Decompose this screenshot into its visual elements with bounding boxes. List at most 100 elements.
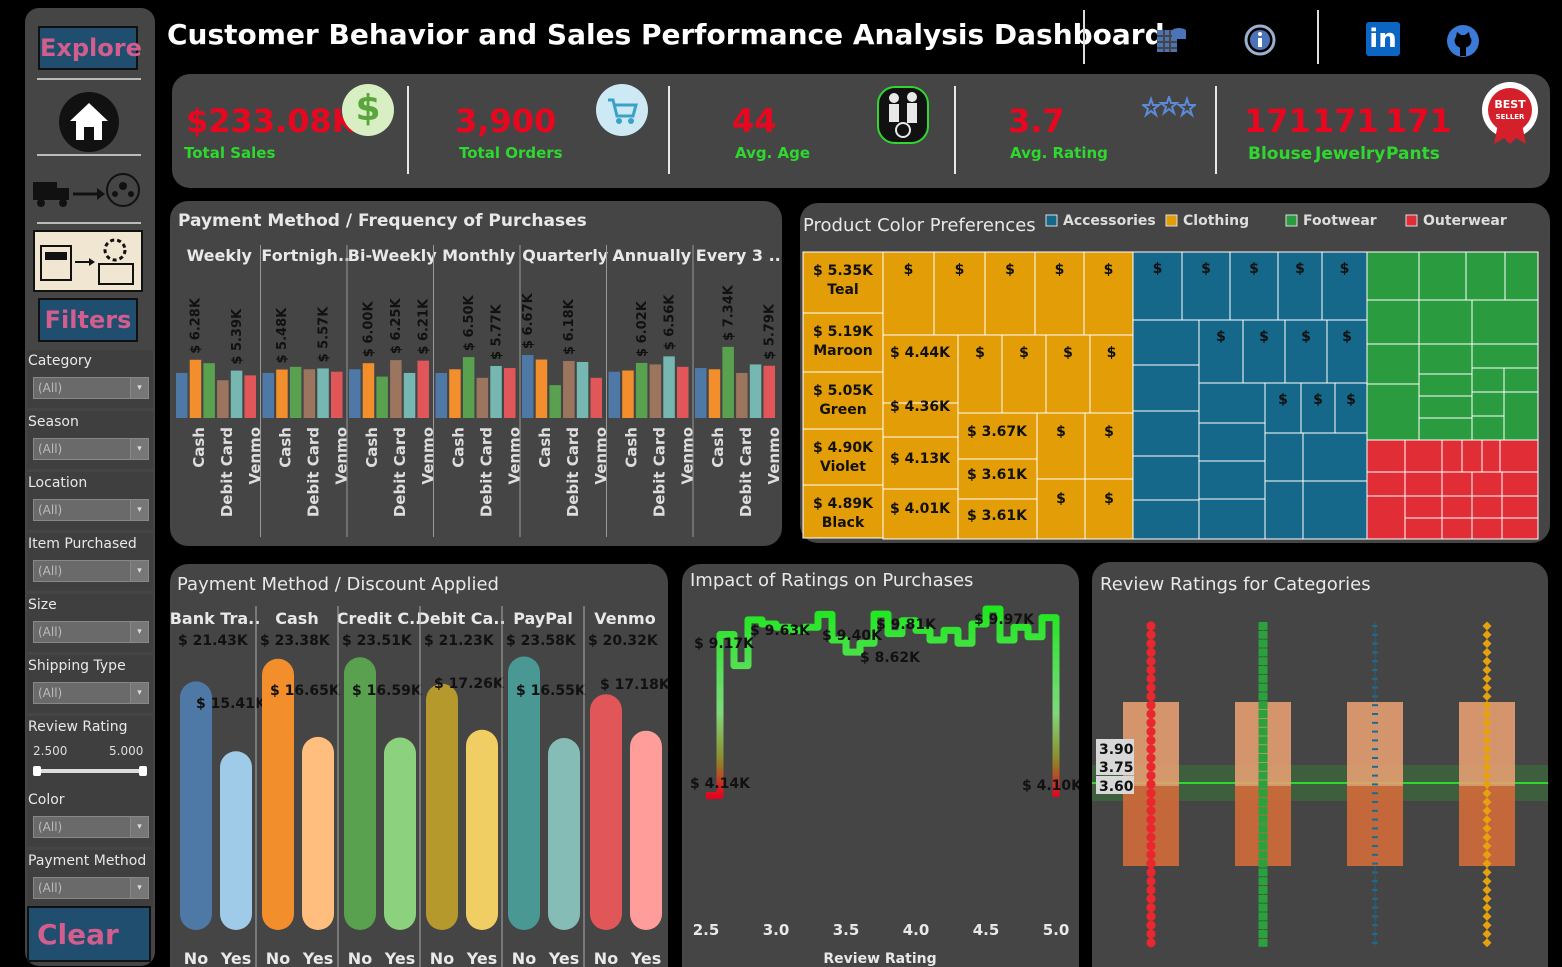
rating-dot [1482,700,1492,710]
rating-dot [1482,911,1492,921]
best-seller-value: 171 [1244,102,1311,140]
rating-dot [1258,622,1268,630]
frequency-bar [303,369,316,418]
rating-dot [1482,929,1492,939]
line-value-label: $ 9.97K [974,612,1035,628]
treemap-cell [1366,299,1420,345]
frequency-bar [622,370,634,418]
chevron-down-icon[interactable]: ▾ [130,878,148,898]
x-tick-label: 5.0 [1043,921,1070,939]
chevron-down-icon[interactable]: ▾ [130,561,148,581]
filters-button[interactable]: Filters [38,298,138,342]
home-icon[interactable] [59,92,119,152]
kpi-value: 3,900 [455,102,557,140]
rating-slider-min-handle[interactable] [33,766,41,776]
delivery-to-customer-icon[interactable] [31,166,149,216]
rating-dot [1482,753,1492,763]
treemap-label: $ [1056,424,1066,440]
treemap-label: Black [822,515,865,531]
treemap-cell [802,371,884,430]
best-seller-label: Blouse [1248,144,1313,164]
chevron-down-icon[interactable]: ▾ [130,622,148,642]
color-treemap: Accessories Clothing Footwear Outerwear $ 5.… [802,213,1539,540]
treemap-cell [1045,334,1091,414]
chevron-down-icon[interactable]: ▾ [130,817,148,837]
frequency-bar [549,385,561,418]
chevron-down-icon[interactable]: ▾ [130,500,148,520]
discount-chart: Bank Tra.. $ 21.43K $ 15.41K No Yes Cash $ 23.… [170,606,668,967]
rating-dot [1482,656,1492,666]
location-filter[interactable]: (All) ▾ [33,499,149,521]
rating-dot [1258,666,1268,674]
order-processing-icon[interactable] [33,230,143,292]
rating-dot [1146,665,1156,675]
rating-dot [1482,806,1492,816]
payment-method-label: Venmo [592,427,610,485]
rating-slider-track[interactable] [35,769,145,773]
kpi-label: Total Orders [459,144,563,162]
filter-panel [27,716,153,790]
rating-dot [1258,736,1268,745]
frequency-bar [435,372,447,418]
rating-dot [1258,859,1268,868]
box-lower [1347,786,1403,866]
rating-dot [1482,735,1492,745]
chevron-down-icon[interactable]: ▾ [130,439,148,459]
item-purchased-filter[interactable]: (All) ▾ [33,560,149,582]
season-filter[interactable]: (All) ▾ [33,438,149,460]
treemap-label: $ 4.89K [813,496,874,512]
size-filter[interactable]: (All) ▾ [33,621,149,643]
frequency-bar [576,361,589,418]
best-seller-badge-bottom: SELLER [1496,113,1526,121]
rating-slider-max-handle[interactable] [139,766,147,776]
linkedin-icon[interactable]: in [1366,22,1400,56]
frequency-bar [176,372,188,418]
rating-dot [1258,639,1268,648]
treemap-cell [1089,334,1134,414]
treemap-cell [882,436,959,490]
treemap-cell [984,251,1036,336]
rating-dot [1258,868,1268,877]
discount-bar-no [344,657,376,930]
payment-method-label: Venmo [419,427,437,485]
discount-bar-no [590,694,622,930]
discount-x-label: No [184,949,208,967]
treemap-cell [1404,495,1443,519]
rating-dot [1482,639,1492,649]
treemap-label: $ [1295,261,1305,277]
rating-dot [1482,665,1492,675]
treemap-cell [882,334,959,404]
rating-dot [1146,779,1156,789]
treemap-cell [1198,382,1266,424]
github-icon[interactable] [1446,24,1480,58]
database-icon[interactable] [1155,24,1187,54]
rating-min-value: 2.500 [33,744,68,758]
treemap-cell [1001,334,1047,414]
rating-dot [1146,797,1156,807]
payment-method-filter[interactable]: (All) ▾ [33,877,149,899]
rating-dot [1258,683,1268,692]
explore-button[interactable]: Explore [38,26,142,70]
clear-button[interactable]: Clear [27,906,151,962]
rating-dot [1482,903,1492,913]
rating-dot [1258,806,1268,815]
bar-value-label: $ 6.02K [635,300,650,357]
chevron-down-icon[interactable]: ▾ [130,378,148,398]
rating-dot [1146,876,1156,886]
divider [1083,10,1085,64]
treemap-cell [882,251,935,336]
chart-title: Impact of Ratings on Purchases [690,570,974,591]
treemap-label: $ [1259,329,1269,345]
filter-label: Color [28,792,65,808]
rating-dot [1146,762,1156,772]
info-icon[interactable] [1244,24,1276,56]
rating-dot [1482,727,1492,737]
color-filter[interactable]: (All) ▾ [33,816,149,838]
chevron-down-icon[interactable]: ▾ [130,683,148,703]
category-filter[interactable]: (All) ▾ [33,377,149,399]
treemap-label: $ 3.61K [967,508,1028,524]
frequency-bar [563,360,575,418]
payment-method-label: Debit Card [218,427,236,517]
shipping-type-filter[interactable]: (All) ▾ [33,682,149,704]
treemap-cell [1471,471,1503,497]
